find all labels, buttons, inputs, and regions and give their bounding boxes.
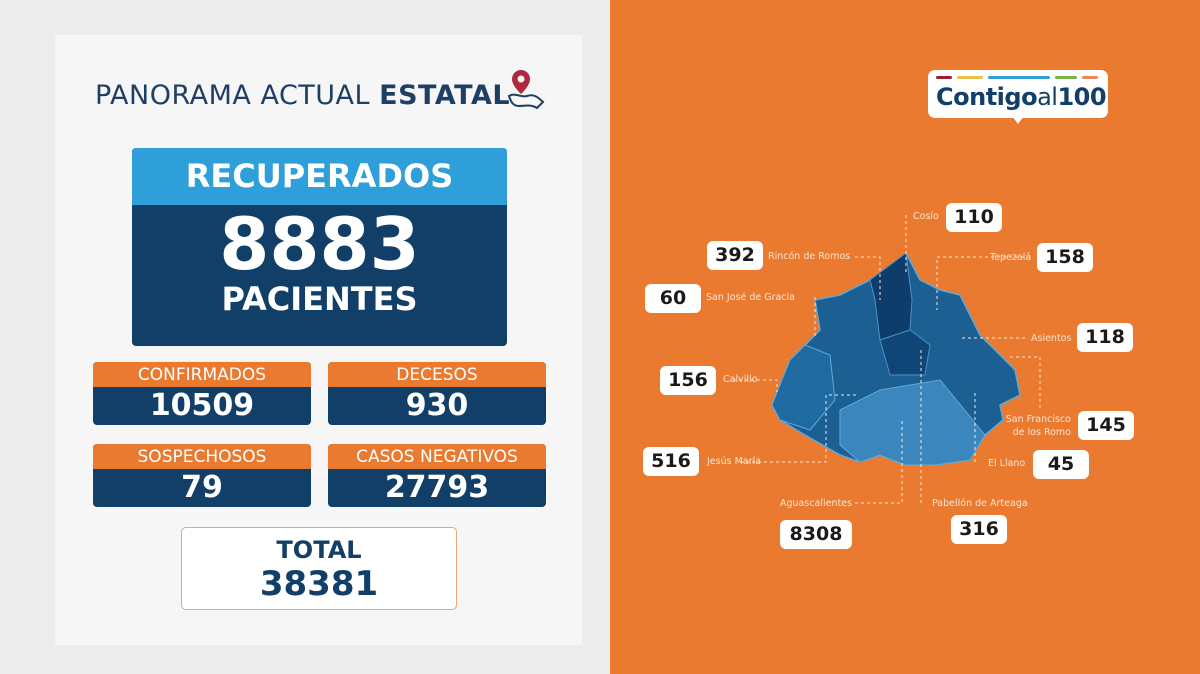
municipio-value-san-jose-de-gracia: 60 bbox=[645, 284, 701, 313]
card-value: 79 bbox=[181, 470, 223, 505]
confirmados-card: CONFIRMADOS 10509 bbox=[93, 362, 311, 425]
recuperados-card: RECUPERADOS 8883 PACIENTES bbox=[132, 148, 507, 346]
decesos-card: DECESOS 930 bbox=[328, 362, 546, 425]
sospechosos-card: SOSPECHOSOS 79 bbox=[93, 444, 311, 507]
total-value: 38381 bbox=[259, 564, 379, 604]
casos-negativos-card: CASOS NEGATIVOS 27793 bbox=[328, 444, 546, 507]
municipio-label-calvillo: Calvillo bbox=[723, 374, 758, 385]
municipio-label-san-francisco-de-los-romo: San Francisco de los Romo bbox=[1005, 414, 1071, 438]
municipio-value-jesus-maria: 516 bbox=[643, 447, 699, 476]
municipio-value-calvillo: 156 bbox=[660, 366, 716, 395]
municipio-value-el-llano: 45 bbox=[1033, 450, 1089, 479]
municipio-label-pabellon-de-arteaga: Pabellón de Arteaga bbox=[932, 498, 1028, 509]
municipio-label-aguascalientes: Aguascalientes bbox=[780, 498, 853, 509]
municipio-value-cosio: 110 bbox=[946, 203, 1002, 232]
municipio-value-san-francisco-de-los-romo: 145 bbox=[1078, 411, 1134, 440]
region-aguascalientes bbox=[839, 379, 986, 466]
municipio-value-tepezala: 158 bbox=[1037, 243, 1093, 272]
region-pabellon bbox=[879, 329, 931, 376]
municipio-label-san-jose-de-gracia: San José de Gracia bbox=[706, 292, 795, 303]
municipio-value-pabellon-de-arteaga: 316 bbox=[951, 515, 1007, 544]
municipio-label-tepezala: Tepezalá bbox=[990, 252, 1032, 263]
recuperados-unit: PACIENTES bbox=[221, 280, 418, 318]
municipio-label-rincon-de-romos: Rincón de Romos bbox=[768, 251, 851, 262]
municipio-value-asientos: 118 bbox=[1077, 323, 1133, 352]
card-label: CASOS NEGATIVOS bbox=[328, 444, 546, 469]
logo-color-bars bbox=[936, 76, 1098, 79]
municipio-label-asientos: Asientos bbox=[1031, 333, 1072, 344]
card-label: DECESOS bbox=[328, 362, 546, 387]
page-title: PANORAMA ACTUAL ESTATAL bbox=[95, 80, 511, 111]
map-pin-hand-icon bbox=[507, 70, 545, 110]
municipio-label-jesus-maria: Jesús María bbox=[707, 456, 761, 467]
card-label: SOSPECHOSOS bbox=[93, 444, 311, 469]
municipio-label-cosio: Cosío bbox=[913, 211, 939, 222]
municipio-value-aguascalientes: 8308 bbox=[780, 520, 852, 549]
card-value: 27793 bbox=[384, 470, 490, 505]
recuperados-label: RECUPERADOS bbox=[132, 148, 507, 205]
card-value: 930 bbox=[405, 388, 469, 423]
municipio-label-el-llano: El Llano bbox=[988, 458, 1026, 469]
total-label: TOTAL bbox=[276, 536, 362, 564]
municipio-value-rincon-de-romos: 392 bbox=[707, 241, 763, 270]
total-card: TOTAL 38381 bbox=[181, 527, 457, 610]
recuperados-value: 8883 bbox=[219, 202, 420, 286]
card-label: CONFIRMADOS bbox=[93, 362, 311, 387]
card-value: 10509 bbox=[149, 388, 255, 423]
contigo-al-100-logo: Contigoal100 bbox=[928, 70, 1108, 124]
